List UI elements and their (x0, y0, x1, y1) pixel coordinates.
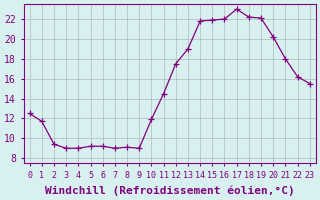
X-axis label: Windchill (Refroidissement éolien,°C): Windchill (Refroidissement éolien,°C) (45, 185, 295, 196)
